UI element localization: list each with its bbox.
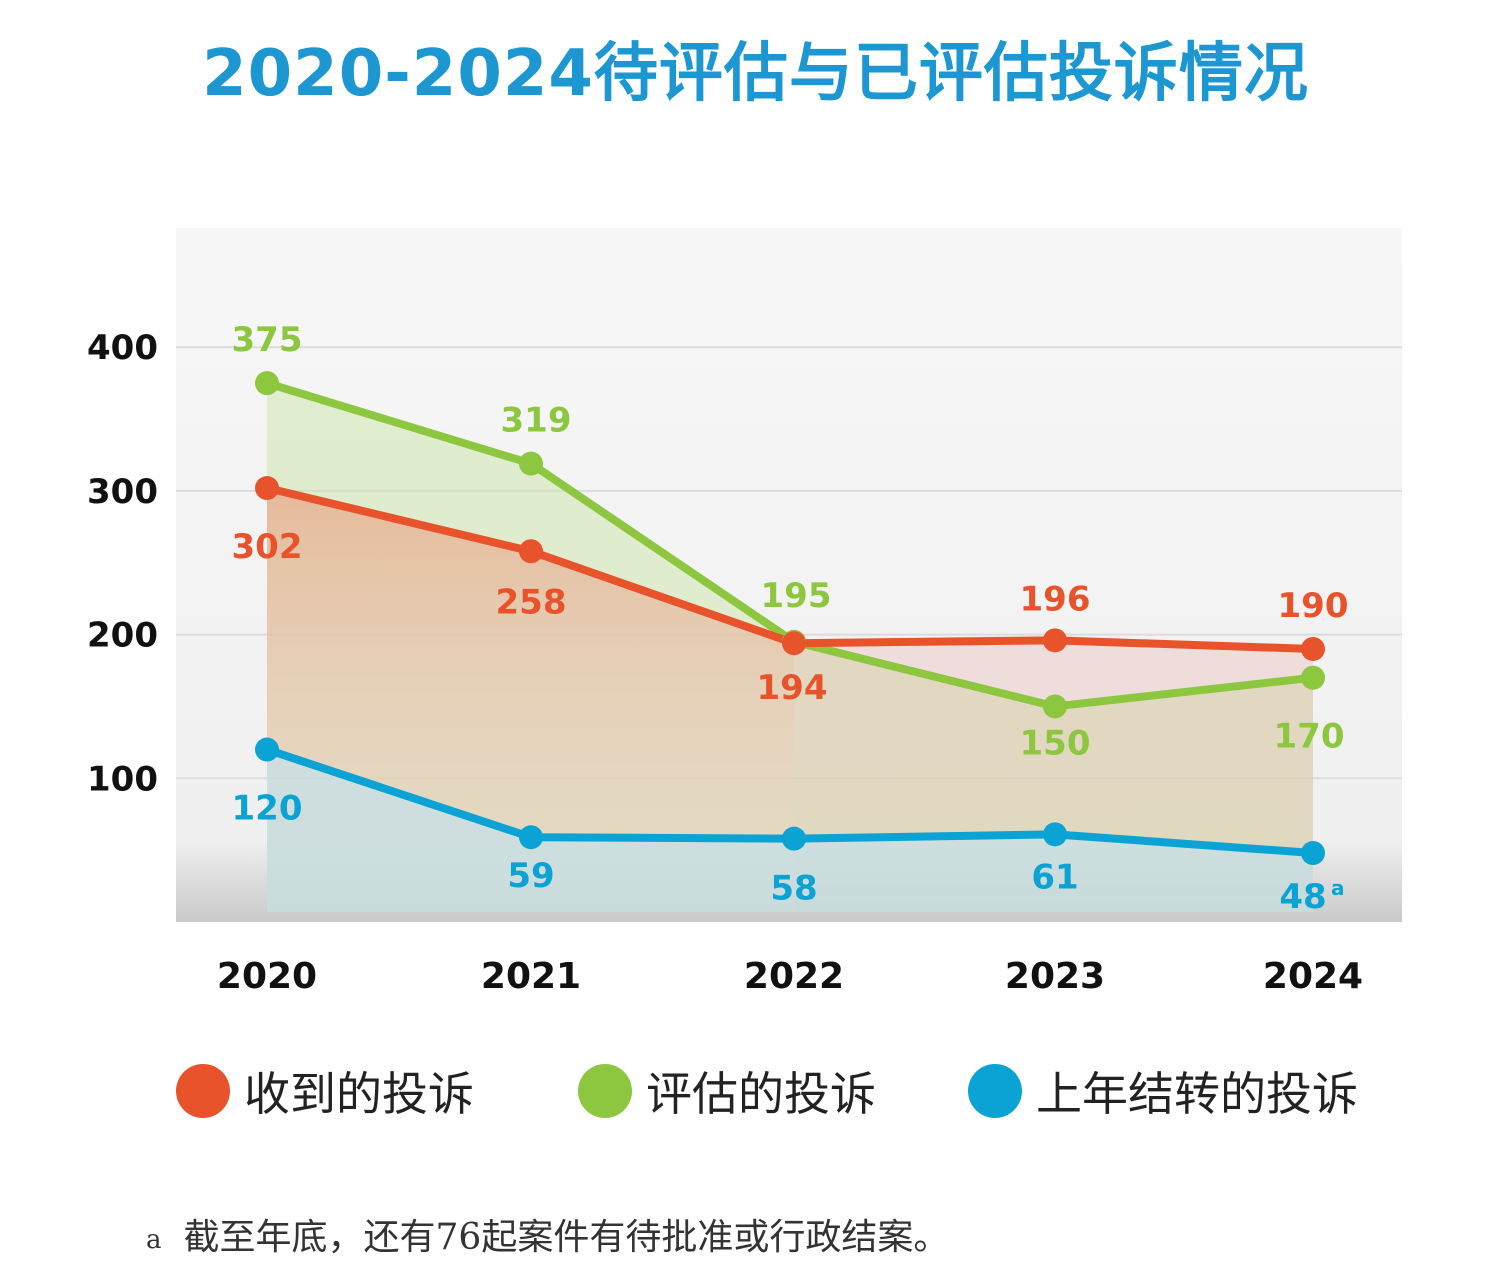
legend-label-carried-over: 上年结转的投诉 bbox=[1036, 1067, 1358, 1121]
point-carried-over-2021 bbox=[519, 825, 543, 850]
legend: 收到的投诉 评估的投诉 上年结转的投诉 bbox=[0, 1058, 1511, 1128]
point-assessed-2024 bbox=[1301, 665, 1325, 690]
footnote: a 截至年底，还有76起案件有待批准或行政结案。 bbox=[146, 1208, 949, 1260]
area-carried-over bbox=[267, 749, 1313, 912]
y-tick-label-400: 400 bbox=[87, 328, 158, 368]
footnote-mark: a bbox=[146, 1225, 162, 1255]
data-label-received-2022: 194 bbox=[757, 668, 828, 708]
point-carried-over-2020 bbox=[255, 737, 279, 762]
x-tick-label-2021: 2021 bbox=[481, 956, 581, 997]
annotation-mark: a bbox=[1331, 876, 1345, 900]
point-carried-over-2024 bbox=[1301, 841, 1325, 866]
legend-dot-carried-over bbox=[968, 1064, 1022, 1118]
point-received-2020 bbox=[255, 476, 279, 501]
legend-dot-assessed bbox=[578, 1064, 632, 1118]
legend-item-assessed: 评估的投诉 bbox=[578, 1058, 876, 1124]
point-received-2024 bbox=[1301, 636, 1325, 661]
data-label-assessed-2020: 375 bbox=[232, 320, 303, 360]
point-received-2021 bbox=[519, 539, 543, 564]
data-label-carried-over-2023: 61 bbox=[1031, 857, 1078, 897]
y-tick-label-100: 100 bbox=[87, 759, 158, 799]
legend-dot-received bbox=[176, 1064, 230, 1118]
point-received-2022 bbox=[782, 631, 806, 656]
data-label-received-2024: 190 bbox=[1278, 586, 1349, 626]
x-tick-label-2024: 2024 bbox=[1263, 956, 1363, 997]
data-label-received-2023: 196 bbox=[1020, 579, 1091, 619]
x-tick-label-2020: 2020 bbox=[217, 956, 317, 997]
data-label-received-2020: 302 bbox=[232, 527, 303, 567]
x-tick-label-2022: 2022 bbox=[744, 956, 844, 997]
legend-item-received: 收到的投诉 bbox=[176, 1058, 474, 1124]
legend-label-received: 收到的投诉 bbox=[244, 1067, 474, 1121]
legend-item-carried-over: 上年结转的投诉 bbox=[968, 1058, 1358, 1124]
point-assessed-2020 bbox=[255, 371, 279, 396]
point-carried-over-2022 bbox=[782, 826, 806, 851]
data-label-assessed-2022: 195 bbox=[761, 576, 832, 616]
y-tick-label-300: 300 bbox=[87, 472, 158, 512]
legend-label-assessed: 评估的投诉 bbox=[646, 1067, 876, 1121]
y-tick-label-200: 200 bbox=[87, 616, 158, 656]
data-label-carried-over-2021: 59 bbox=[507, 856, 554, 896]
point-carried-over-2023 bbox=[1043, 822, 1067, 847]
x-tick-label-2023: 2023 bbox=[1005, 956, 1105, 997]
point-received-2023 bbox=[1043, 628, 1067, 653]
point-assessed-2021 bbox=[519, 451, 543, 476]
data-label-carried-over-2020: 120 bbox=[232, 789, 303, 829]
data-label-assessed-2021: 319 bbox=[501, 401, 572, 441]
data-label-carried-over-2022: 58 bbox=[770, 869, 817, 909]
data-label-assessed-2023: 150 bbox=[1020, 723, 1091, 763]
data-label-received-2021: 258 bbox=[496, 582, 567, 622]
footnote-text: 截至年底，还有76起案件有待批准或行政结案。 bbox=[183, 1217, 950, 1258]
line-chart: 302 258 194 196 190 375 319 195 150 170 120 59 58 61 4… bbox=[87, 228, 1402, 997]
data-label-carried-over-2024: 48 bbox=[1279, 877, 1326, 917]
chart-title: 2020-2024待评估与已评估投诉情况 bbox=[202, 37, 1309, 111]
data-label-assessed-2024: 170 bbox=[1274, 717, 1345, 757]
point-assessed-2023 bbox=[1043, 694, 1067, 719]
